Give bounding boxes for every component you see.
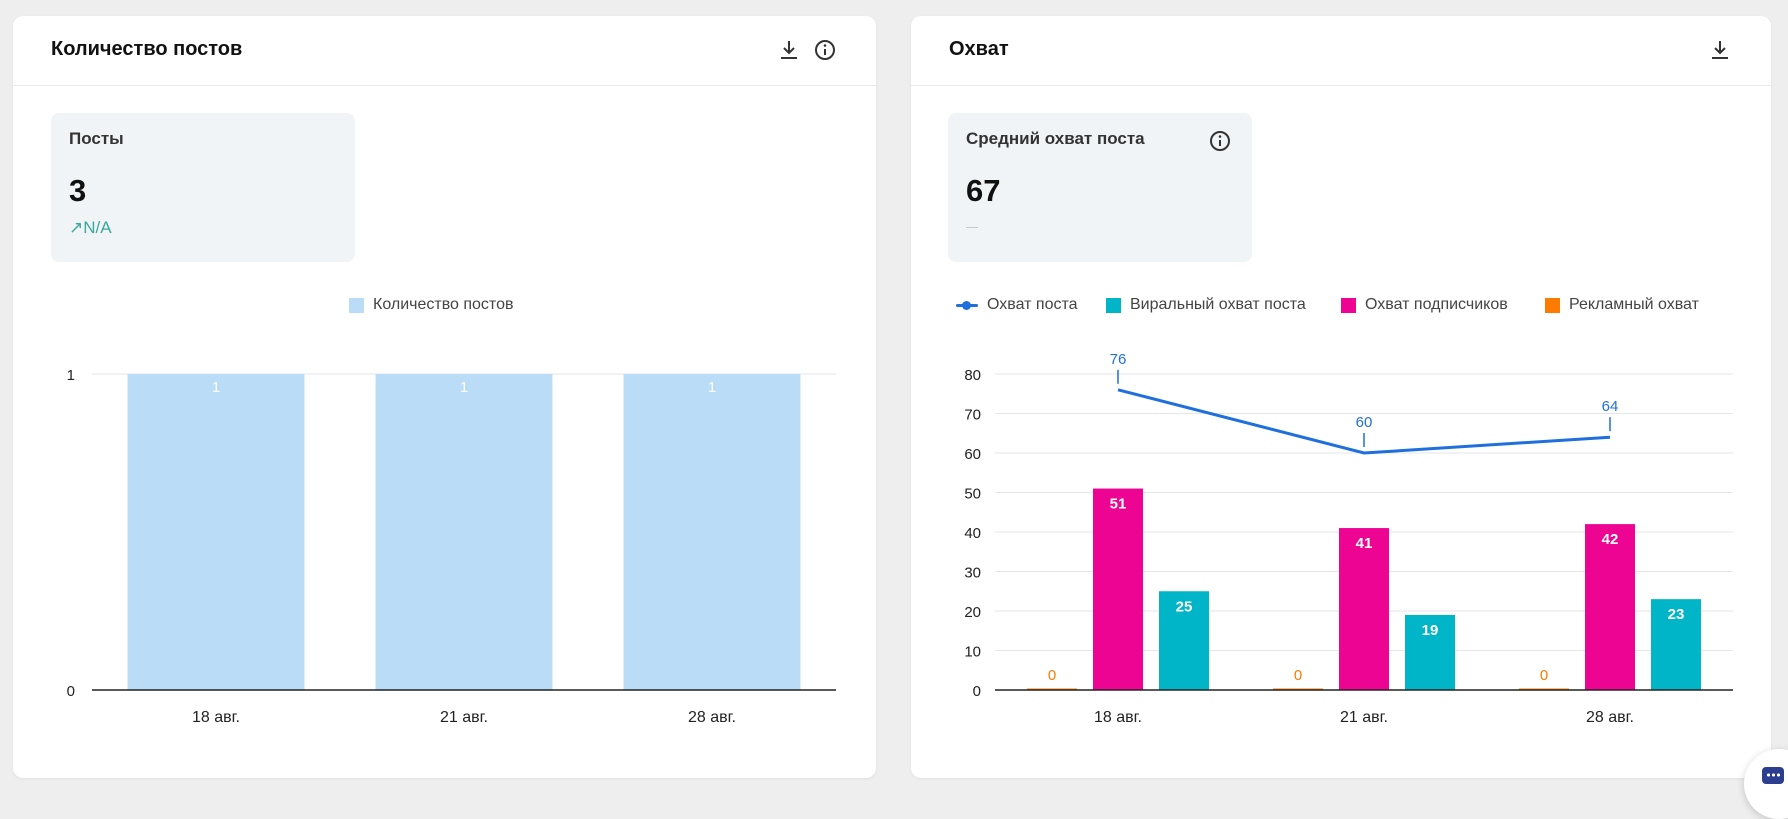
y-tick-label: 0 (67, 683, 75, 700)
line-post-reach (1117, 388, 1611, 455)
legend-swatch-ads-reach (1545, 297, 1560, 313)
line-data-label: 64 (1602, 398, 1619, 415)
reach-kpi-delta-dash (966, 227, 978, 228)
posts-kpi-value: 3 (69, 173, 87, 208)
download-icon[interactable] (777, 38, 801, 62)
y-tick-label: 1 (67, 367, 75, 384)
y-tick-label: 70 (964, 407, 981, 424)
legend-swatch-viral-reach (1106, 297, 1121, 313)
posts-kpi-delta: ↗N/A (69, 218, 112, 238)
legend-line-post-reach (956, 300, 978, 310)
bar-subscribers-reach (1585, 524, 1635, 690)
reach-kpi-tile: Средний охват поста 67 (948, 113, 1252, 262)
bar-data-label: 0 (1294, 667, 1302, 684)
info-icon[interactable] (1208, 129, 1232, 153)
reach-combo-chart: 0 10 20 30 40 50 60 70 80 0 51 25 18 авг. 0 41 19 21 авг… (964, 351, 1733, 726)
x-tick-label: 18 авг. (1094, 709, 1142, 726)
bar-data-label: 0 (1048, 667, 1056, 684)
x-tick-label: 18 авг. (192, 709, 240, 726)
bar-data-label: 0 (1540, 667, 1548, 684)
bar-data-label: 1 (708, 379, 716, 396)
y-tick-label: 10 (964, 644, 981, 661)
y-tick-label: 50 (964, 486, 981, 503)
y-tick-label: 40 (964, 525, 981, 542)
y-tick-label: 60 (964, 446, 981, 463)
legend-item-ads-reach[interactable]: Рекламный охват (1545, 296, 1699, 314)
legend-item-subscribers-reach[interactable]: Охват подписчиков (1341, 296, 1508, 314)
legend-item-viral-reach[interactable]: Виральный охват поста (1106, 296, 1306, 314)
y-tick-label: 20 (964, 604, 981, 621)
posts-kpi-delta-text: N/A (83, 218, 112, 237)
bar-data-label: 23 (1668, 606, 1685, 623)
bar-viral-reach (1651, 599, 1701, 690)
posts-card-title: Количество постов (51, 38, 243, 60)
posts-kpi-label: Посты (69, 129, 124, 148)
posts-bar-chart: 0 1 1 18 авг. 1 21 авг. 1 28 авг. (67, 367, 836, 726)
reach-kpi-value: 67 (966, 173, 1001, 208)
bar-viral-reach (1159, 591, 1209, 690)
posts-card-header: Количество постов (13, 16, 876, 86)
bar-subscribers-reach (1339, 528, 1389, 690)
y-tick-label: 80 (964, 367, 981, 384)
legend-label-posts: Количество постов (373, 296, 514, 313)
chat-dots-icon (1766, 773, 1780, 777)
legend-label-post-reach: Охват поста (987, 296, 1078, 313)
line-data-label: 60 (1356, 414, 1373, 431)
line-data-label: 76 (1110, 351, 1127, 368)
bar-data-label: 42 (1602, 531, 1619, 548)
bar-data-label: 41 (1356, 535, 1373, 552)
reach-kpi-label: Средний охват поста (966, 129, 1145, 148)
bar-viral-reach (1405, 614, 1455, 690)
legend-swatch-subscribers-reach (1341, 297, 1356, 313)
info-icon[interactable] (813, 38, 837, 62)
y-tick-label: 0 (973, 683, 981, 700)
bar (127, 374, 305, 690)
download-icon[interactable] (1708, 38, 1732, 62)
arrow-up-right-icon: ↗ (69, 218, 84, 237)
posts-kpi-tile: Посты 3 ↗N/A (51, 113, 355, 262)
legend-swatch-posts (349, 297, 364, 313)
legend-label-ads-reach: Рекламный охват (1569, 296, 1699, 313)
y-tick-label: 30 (964, 565, 981, 582)
reach-card: Охват Средний охват поста 67 Охват поста… (911, 16, 1771, 778)
x-tick-label: 28 авг. (688, 709, 736, 726)
x-tick-label: 21 авг. (440, 709, 488, 726)
reach-card-title: Охват (949, 38, 1009, 60)
bar (623, 374, 801, 690)
x-tick-label: 28 авг. (1586, 709, 1634, 726)
bar (375, 374, 553, 690)
bar-subscribers-reach (1093, 488, 1143, 690)
bar-data-label: 1 (460, 379, 468, 396)
legend-label-subscribers-reach: Охват подписчиков (1365, 296, 1508, 313)
reach-card-header: Охват (911, 16, 1771, 86)
legend-item-posts[interactable]: Количество постов (349, 296, 513, 314)
legend-item-post-reach[interactable]: Охват поста (956, 296, 1078, 314)
bar-data-label: 19 (1422, 622, 1439, 639)
legend-label-viral-reach: Виральный охват поста (1130, 296, 1306, 313)
bar-data-label: 51 (1110, 496, 1127, 513)
bar-data-label: 25 (1176, 598, 1193, 615)
x-tick-label: 21 авг. (1340, 709, 1388, 726)
bar-data-label: 1 (212, 379, 220, 396)
posts-count-card: Количество постов Посты 3 ↗N/A Количеств… (13, 16, 876, 778)
